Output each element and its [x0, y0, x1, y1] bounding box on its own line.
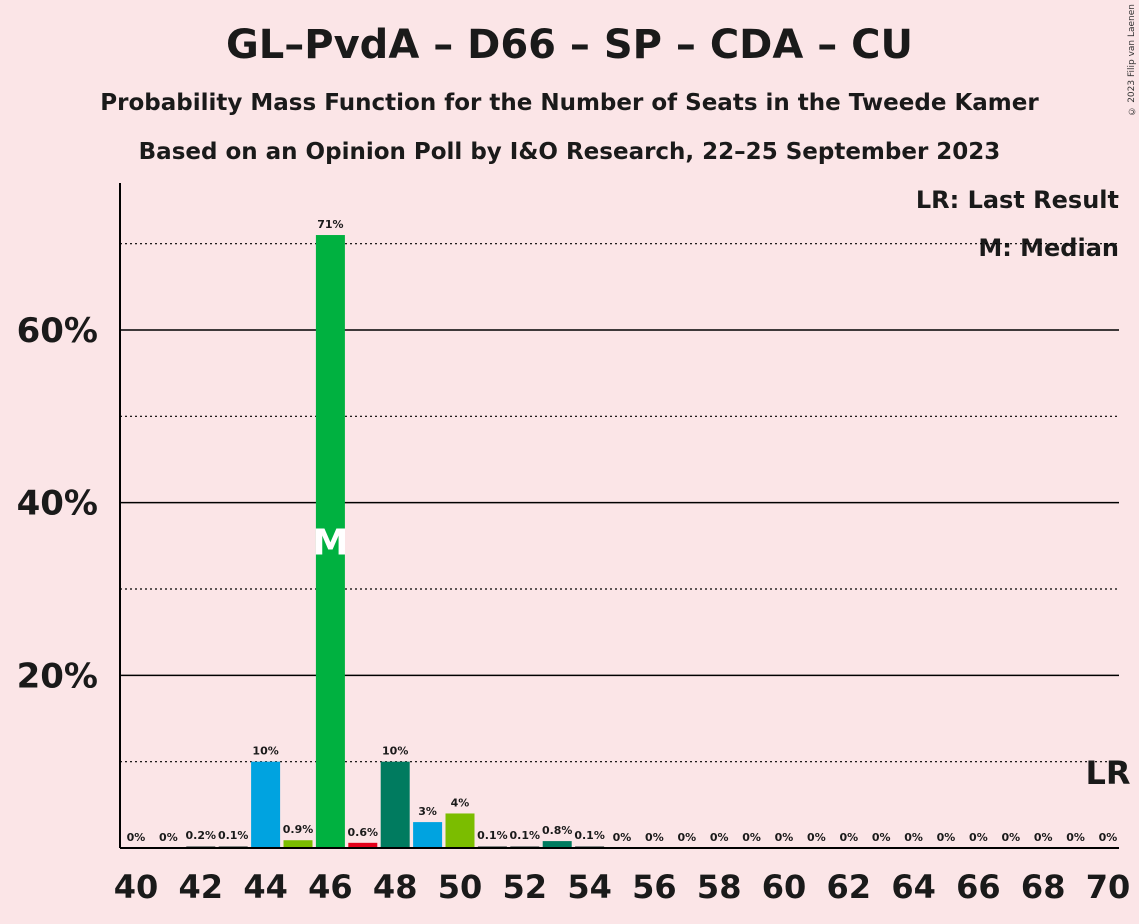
x-tick-label-48: 48: [373, 868, 418, 906]
data-label-seat-43: 0.1%: [218, 829, 249, 842]
data-label-seat-46: 71%: [317, 218, 343, 231]
x-tick-label-42: 42: [179, 868, 224, 906]
data-label-seat-62: 0%: [839, 831, 858, 844]
x-tick-label-40: 40: [114, 868, 159, 906]
data-label-seat-50: 4%: [451, 796, 470, 809]
data-label-seat-56: 0%: [645, 831, 664, 844]
data-label-seat-47: 0.6%: [348, 826, 379, 839]
chart-subtitle-2: Based on an Opinion Poll by I&O Research…: [138, 139, 1001, 165]
x-tick-label-60: 60: [762, 868, 807, 906]
x-tick-label-50: 50: [438, 868, 483, 906]
data-label-seat-53: 0.8%: [542, 824, 573, 837]
data-label-seat-40: 0%: [127, 831, 146, 844]
x-tick-label-70: 70: [1086, 868, 1131, 906]
legend-last-result: LR: Last Result: [915, 186, 1119, 214]
bar-seat-46: [315, 235, 345, 849]
bar-seat-50: [445, 813, 475, 848]
bar-seat-45: [283, 840, 313, 848]
data-label-seat-51: 0.1%: [477, 829, 508, 842]
x-tick-label-64: 64: [891, 868, 936, 906]
chart-title: GL–PvdA – D66 – SP – CDA – CU: [225, 22, 914, 68]
data-label-seat-54: 0.1%: [574, 829, 605, 842]
x-tick-label-58: 58: [697, 868, 742, 906]
median-marker: M: [312, 523, 348, 564]
data-label-seat-66: 0%: [969, 831, 988, 844]
bar-seat-44: [251, 761, 281, 848]
x-tick-label-46: 46: [308, 868, 353, 906]
data-label-seat-49: 3%: [418, 805, 437, 818]
data-label-seat-70: 0%: [1099, 831, 1118, 844]
data-label-seat-69: 0%: [1066, 831, 1085, 844]
last-result-marker: LR: [1085, 754, 1130, 792]
bar-seat-48: [380, 761, 410, 848]
x-tick-label-68: 68: [1021, 868, 1066, 906]
data-label-seat-65: 0%: [937, 831, 956, 844]
data-label-seat-67: 0%: [1001, 831, 1020, 844]
data-label-seat-41: 0%: [159, 831, 178, 844]
x-tick-label-56: 56: [632, 868, 677, 906]
data-label-seat-45: 0.9%: [283, 823, 314, 836]
data-label-seat-57: 0%: [677, 831, 696, 844]
x-tick-label-62: 62: [827, 868, 872, 906]
x-tick-label-54: 54: [567, 868, 612, 906]
chart-subtitle-1: Probability Mass Function for the Number…: [100, 90, 1039, 116]
legend-median: M: Median: [978, 234, 1119, 262]
data-label-seat-63: 0%: [872, 831, 891, 844]
bar-seat-49: [413, 822, 443, 848]
bar-seat-53: [542, 841, 572, 848]
bar-seat-47: [348, 842, 378, 848]
x-tick-label-66: 66: [956, 868, 1001, 906]
data-label-seat-60: 0%: [775, 831, 794, 844]
data-label-seat-42: 0.2%: [186, 829, 217, 842]
y-tick-label-20: 20%: [17, 656, 98, 696]
data-label-seat-52: 0.1%: [510, 829, 541, 842]
data-label-seat-55: 0%: [613, 831, 632, 844]
data-label-seat-44: 10%: [252, 745, 278, 758]
data-label-seat-48: 10%: [382, 745, 408, 758]
data-label-seat-58: 0%: [710, 831, 729, 844]
x-tick-label-44: 44: [243, 868, 288, 906]
y-tick-label-40: 40%: [17, 484, 98, 524]
data-label-seat-59: 0%: [742, 831, 761, 844]
data-label-seat-61: 0%: [807, 831, 826, 844]
data-label-seat-68: 0%: [1034, 831, 1053, 844]
data-label-seat-64: 0%: [904, 831, 923, 844]
y-tick-label-60: 60%: [17, 311, 98, 351]
x-tick-label-52: 52: [503, 868, 548, 906]
